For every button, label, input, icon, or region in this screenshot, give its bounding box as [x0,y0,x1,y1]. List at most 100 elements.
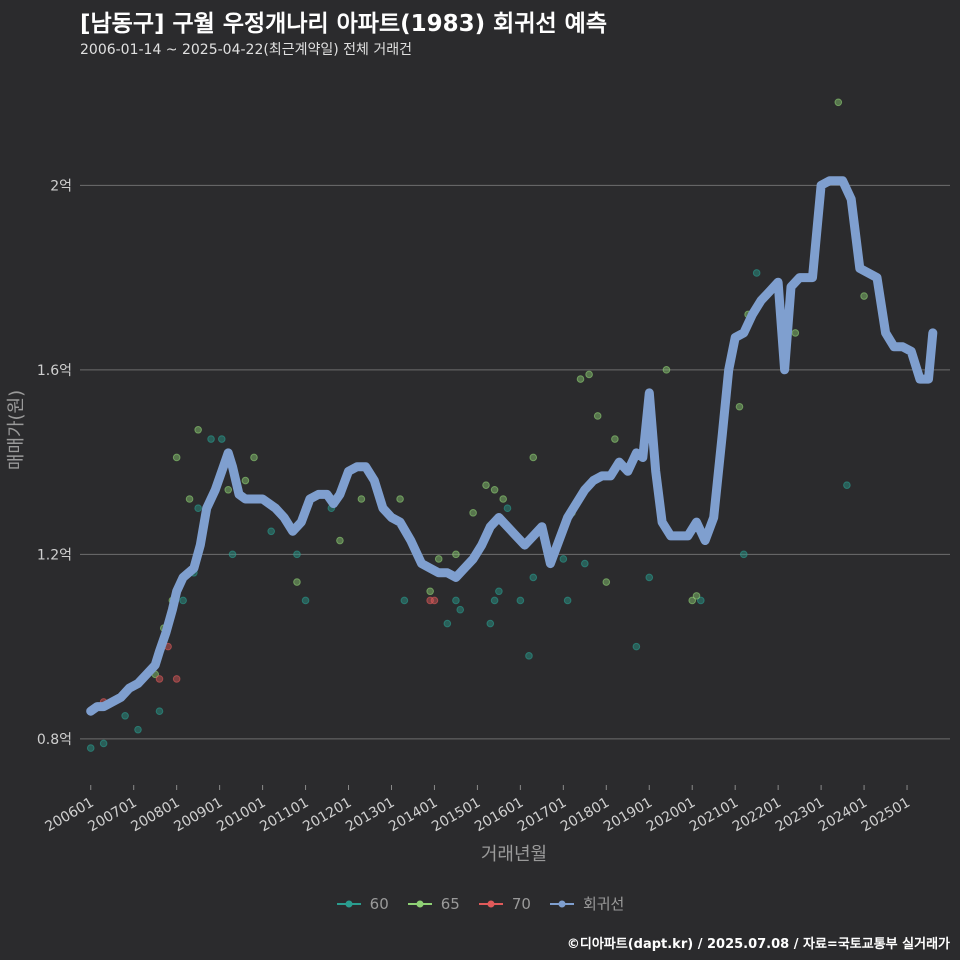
data-point-65 [482,481,490,489]
data-point-65 [426,587,434,596]
legend-label: 60 [369,894,389,913]
data-point-70 [155,675,164,683]
x-tick-label: 202501 [859,795,913,836]
x-tick-label: 200601 [42,795,96,836]
data-point-60 [400,596,409,605]
data-point-65 [692,592,701,600]
data-point-60 [194,504,202,513]
data-point-65 [224,485,233,494]
data-point-65 [194,426,202,434]
x-tick-label: 202401 [816,795,870,836]
data-point-60 [525,652,533,660]
data-point-65 [490,485,499,494]
legend-item: 70 [478,895,531,913]
data-point-60 [490,596,499,605]
x-tick-label: 201401 [386,795,440,836]
data-point-65 [185,495,194,503]
data-point-60 [134,725,142,734]
gridlines [80,184,950,740]
data-point-65 [576,375,585,383]
data-point-65 [396,495,404,503]
data-point-65 [860,292,868,300]
y-axis-label: 매매가(원) [6,390,27,470]
x-tick-label: 200701 [85,795,139,836]
x-tick-label: 201601 [472,795,526,836]
x-tick-label: 201201 [300,795,354,836]
data-point-60 [632,642,641,651]
data-point-60 [179,596,187,605]
x-tick-label: 201101 [257,795,311,836]
data-point-60 [217,435,226,443]
data-point-60 [443,619,452,628]
legend-swatch [407,900,432,907]
legend-label: 70 [511,894,531,913]
legend-item: 60 [336,895,389,913]
data-point-60 [207,435,215,443]
x-axis-label: 거래년월 [481,844,547,865]
source-caption: ©디아파트(dapt.kr) / 2025.07.08 / 자료=국토교통부 실… [566,937,950,952]
x-tick-label: 201901 [601,795,655,836]
data-point-60 [645,573,654,582]
legend-swatch [478,900,503,907]
data-point-60 [486,619,495,628]
data-point-65 [499,495,507,503]
y-tick-label: 1.2억 [37,547,72,563]
data-point-60 [155,707,164,715]
data-point-65 [293,578,301,586]
data-point-60 [456,605,465,614]
data-point-60 [452,596,460,605]
chart-subtitle: 2006-01-14 ~ 2025-04-22(최근계약일) 전체 거래건 [80,42,412,58]
data-point-65 [452,550,460,559]
data-point-70 [430,596,439,605]
y-tick-label: 0.8억 [37,732,72,748]
data-point-60 [228,550,237,559]
data-point-65 [791,329,800,337]
data-point-65 [602,578,611,586]
data-point-65 [735,402,744,411]
scatter-points [86,98,868,752]
x-tick-label: 201001 [214,795,268,836]
legend-item: 회귀선 [549,893,624,914]
data-point-60 [559,555,568,563]
legend-swatch [549,900,574,907]
legend-label: 65 [440,894,460,913]
data-point-60 [516,596,525,605]
data-point-60 [752,269,761,277]
data-point-65 [250,453,258,462]
data-point-60 [529,573,538,582]
x-tick-label: 201301 [343,795,397,836]
data-point-65 [357,495,366,503]
data-point-65 [688,596,697,605]
data-point-60 [99,739,108,748]
data-point-60 [121,712,129,720]
x-tick-label: 202201 [730,795,784,836]
x-tick-label: 200801 [128,795,182,836]
chart-title: [남동구] 구월 우정개나리 아파트(1983) 회귀선 예측 [80,11,607,37]
data-point-65 [585,370,593,379]
data-point-65 [434,555,443,563]
legend-swatch [336,900,361,907]
data-point-65 [662,366,671,374]
x-tick-label: 202301 [773,795,827,836]
data-point-70 [172,675,181,683]
x-tick-label: 201701 [515,795,569,836]
data-point-60 [581,559,589,568]
data-point-60 [503,504,512,513]
x-tick-label: 202101 [687,795,741,836]
data-point-60 [563,596,572,605]
x-tick-label: 201501 [429,795,483,836]
x-tick-label: 200901 [171,795,225,836]
data-point-65 [529,453,538,462]
data-point-60 [843,481,851,489]
legend-item: 65 [407,895,460,913]
x-tick-label: 201801 [558,795,612,836]
data-point-60 [267,527,275,536]
data-point-60 [495,587,503,596]
data-point-60 [739,550,748,559]
data-point-65 [611,435,619,443]
data-point-65 [593,412,602,420]
data-point-65 [241,476,250,485]
data-point-60 [301,596,310,605]
y-tick-label: 1.6억 [37,363,72,379]
